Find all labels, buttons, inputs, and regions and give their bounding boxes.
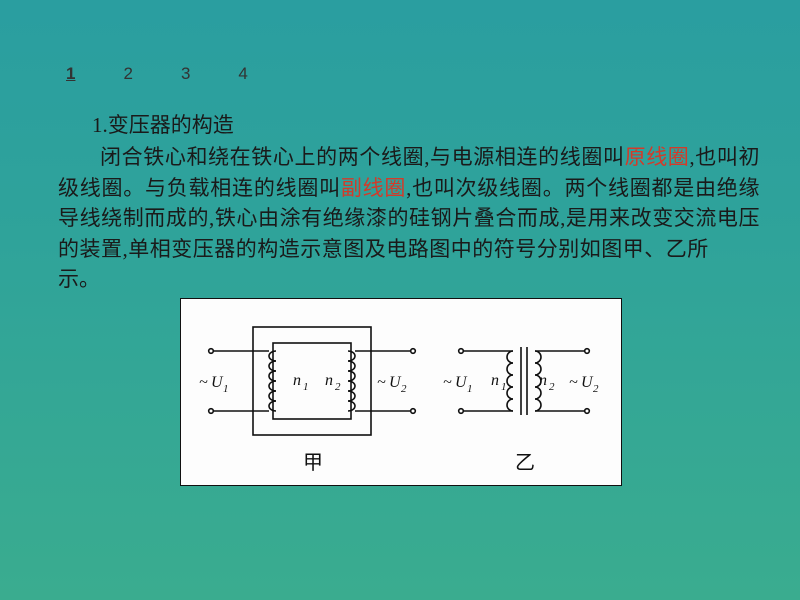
svg-text:1: 1 bbox=[467, 383, 473, 395]
caption-left: 甲 bbox=[303, 452, 323, 474]
content-block: 1.变压器的构造 闭合铁心和绕在铁心上的两个线圈,与电源相连的线圈叫原线圈,也叫… bbox=[58, 110, 760, 295]
label-n2: n bbox=[325, 372, 333, 389]
label-n1-sub: 1 bbox=[303, 381, 309, 393]
svg-text:~: ~ bbox=[443, 374, 452, 391]
transformer-figure: ~ U 1 n 1 n 2 ~ U 2 ~ U 1 n 1 n 2 ~ U 2 bbox=[180, 298, 622, 486]
highlight-primary-coil: 原线圈 bbox=[625, 145, 690, 169]
tab-4[interactable]: 4 bbox=[234, 62, 251, 86]
transformer-svg: ~ U 1 n 1 n 2 ~ U 2 ~ U 1 n 1 n 2 ~ U 2 bbox=[181, 299, 621, 485]
svg-text:~: ~ bbox=[199, 374, 208, 391]
section-paragraph: 闭合铁心和绕在铁心上的两个线圈,与电源相连的线圈叫原线圈,也叫初级线圈。与负载相… bbox=[58, 142, 760, 264]
svg-text:n: n bbox=[539, 372, 547, 389]
svg-text:1: 1 bbox=[501, 381, 507, 393]
label-u1-sub: 1 bbox=[223, 383, 229, 395]
tab-1[interactable]: 1 bbox=[62, 62, 79, 86]
svg-text:2: 2 bbox=[593, 383, 599, 395]
label-u2-sub: 2 bbox=[401, 383, 407, 395]
text-p1d: 示。 bbox=[58, 264, 760, 294]
tab-bar: 1 2 3 4 bbox=[62, 62, 252, 86]
svg-text:~: ~ bbox=[377, 374, 386, 391]
label-n1: n bbox=[293, 372, 301, 389]
section-title: 1.变压器的构造 bbox=[92, 110, 760, 140]
svg-text:2: 2 bbox=[549, 381, 555, 393]
tab-3[interactable]: 3 bbox=[177, 62, 194, 86]
text-p1a: 闭合铁心和绕在铁心上的两个线圈,与电源相连的线圈叫 bbox=[100, 145, 625, 169]
label-n2-sub: 2 bbox=[335, 381, 341, 393]
tab-2[interactable]: 2 bbox=[119, 62, 136, 86]
svg-text:n: n bbox=[491, 372, 499, 389]
svg-text:~: ~ bbox=[569, 374, 578, 391]
caption-right: 乙 bbox=[515, 452, 535, 474]
highlight-secondary-coil: 副线圈 bbox=[341, 176, 406, 200]
